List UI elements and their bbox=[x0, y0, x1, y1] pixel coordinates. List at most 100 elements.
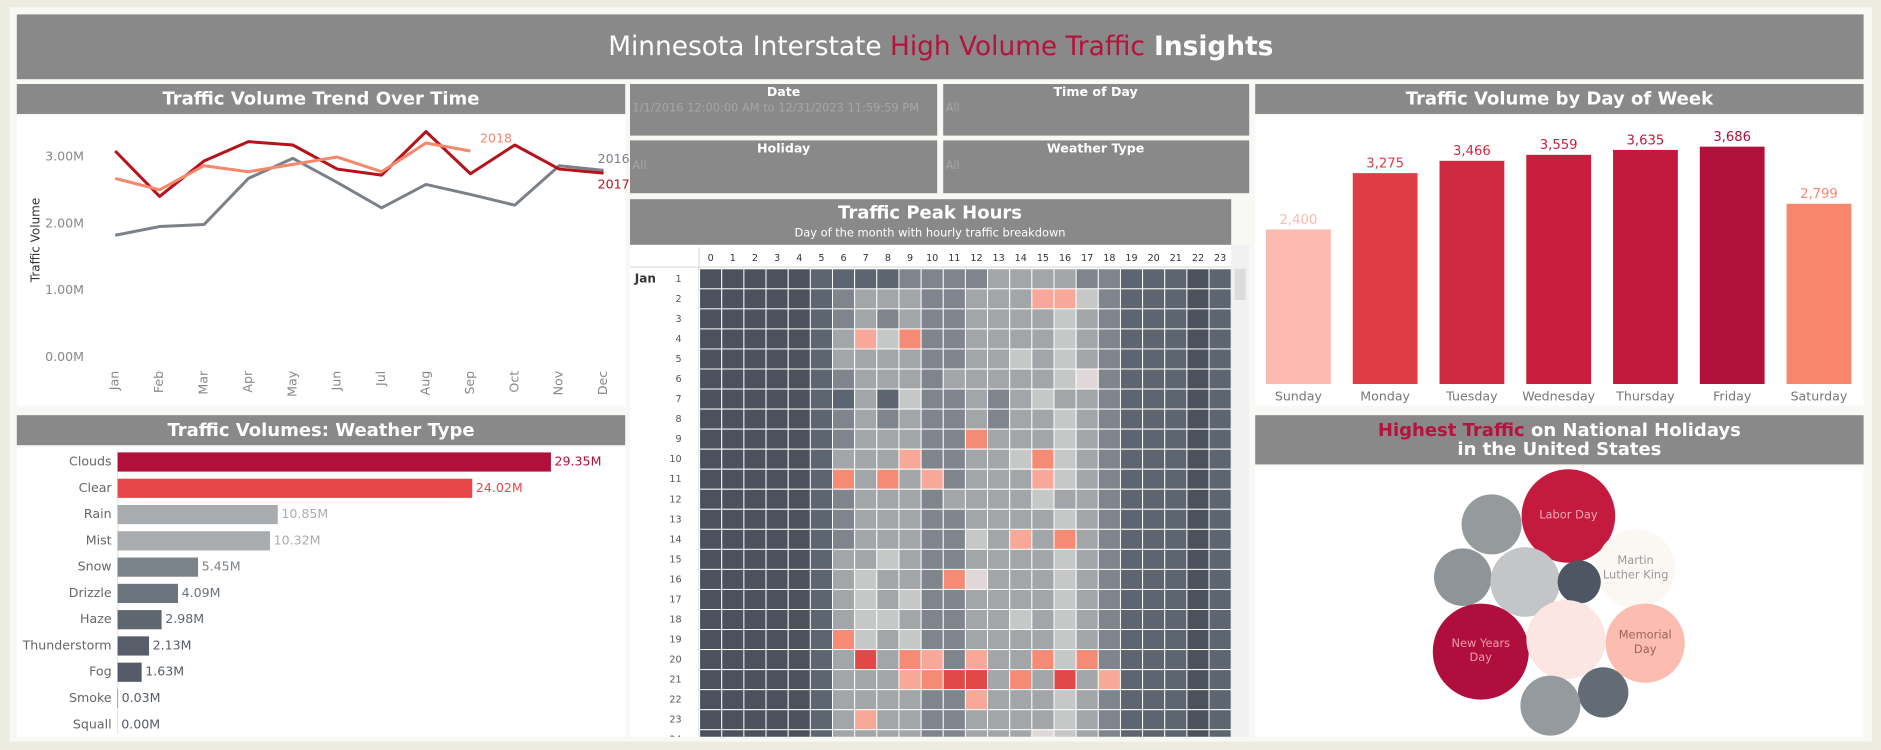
heat-cell bbox=[743, 588, 767, 610]
heat-cell bbox=[1119, 568, 1144, 590]
heat-cell bbox=[1142, 468, 1166, 490]
heat-cell bbox=[1009, 608, 1033, 630]
heat-cell bbox=[1053, 669, 1077, 691]
day-label: 19 bbox=[669, 635, 681, 646]
heat-cell bbox=[743, 288, 767, 310]
heat-cell bbox=[721, 328, 745, 350]
filter-box[interactable] bbox=[943, 140, 1250, 194]
heat-cell bbox=[1186, 528, 1210, 550]
heat-cell bbox=[809, 568, 833, 590]
filter-value[interactable]: All bbox=[946, 158, 960, 172]
heat-cell bbox=[942, 308, 966, 330]
heat-cell bbox=[765, 348, 789, 370]
x-tick-label: Thursday bbox=[1615, 389, 1675, 404]
value-label: 0.03M bbox=[122, 690, 161, 705]
heat-cell bbox=[987, 328, 1011, 350]
filter-value[interactable]: All bbox=[946, 101, 960, 115]
filter-box[interactable] bbox=[630, 140, 938, 194]
day-label: 21 bbox=[669, 675, 681, 686]
heat-cell bbox=[1164, 388, 1188, 410]
heat-cell bbox=[699, 368, 723, 390]
heat-cell bbox=[765, 368, 789, 390]
heat-cell bbox=[1164, 528, 1188, 550]
heat-cell bbox=[1053, 368, 1077, 390]
heat-cell bbox=[1142, 308, 1166, 330]
heat-cell bbox=[898, 729, 922, 737]
day-label: 14 bbox=[669, 534, 681, 545]
day-label: 9 bbox=[675, 434, 681, 445]
heat-cell bbox=[1142, 669, 1166, 691]
heat-cell bbox=[699, 468, 723, 490]
heat-cell bbox=[854, 629, 878, 651]
heat-cell bbox=[1053, 588, 1077, 610]
value-label: 29.35M bbox=[555, 454, 602, 469]
heat-cell bbox=[987, 388, 1011, 410]
title-part: Insights bbox=[1145, 30, 1274, 61]
heat-cell bbox=[1097, 308, 1121, 330]
heat-cell bbox=[721, 388, 745, 410]
heat-cell bbox=[942, 568, 966, 590]
heat-cell bbox=[1009, 649, 1033, 671]
filter-value[interactable]: 1/1/2016 12:00:00 AM to 12/31/2023 11:59… bbox=[632, 101, 919, 115]
title-part: Minnesota Interstate bbox=[608, 30, 890, 61]
heat-cell bbox=[1075, 308, 1099, 330]
heat-cell bbox=[1208, 448, 1232, 470]
heat-cell bbox=[898, 709, 922, 731]
heat-cell bbox=[743, 308, 767, 330]
heat-cell bbox=[809, 448, 833, 470]
heat-cell bbox=[964, 709, 989, 731]
day-label: 2 bbox=[675, 294, 681, 305]
filter-value[interactable]: All bbox=[632, 158, 646, 172]
heat-cell bbox=[1142, 448, 1166, 470]
heat-cell bbox=[1075, 448, 1099, 470]
heat-cell bbox=[787, 388, 811, 410]
heat-cell bbox=[1186, 568, 1210, 590]
heat-cell bbox=[898, 428, 922, 450]
day-label: 3 bbox=[675, 314, 681, 325]
bubble-label-box: Labor Day bbox=[1539, 509, 1597, 522]
heat-cell bbox=[721, 669, 745, 691]
heat-cell bbox=[1186, 689, 1210, 711]
panel-header bbox=[630, 199, 1232, 245]
heat-cell bbox=[964, 328, 989, 350]
heat-cell bbox=[876, 608, 900, 630]
heat-cell bbox=[832, 709, 856, 731]
heat-cell bbox=[1009, 488, 1033, 510]
heat-cell bbox=[1053, 548, 1077, 570]
scrollbar[interactable] bbox=[1231, 244, 1250, 737]
heat-cell bbox=[1164, 428, 1188, 450]
bar bbox=[117, 452, 551, 472]
filter-box[interactable] bbox=[943, 84, 1250, 136]
heat-cell bbox=[1031, 709, 1055, 731]
heat-cell bbox=[832, 508, 856, 530]
heat-cell bbox=[743, 448, 767, 470]
heat-cell bbox=[1164, 608, 1188, 630]
heat-cell bbox=[876, 268, 900, 290]
heat-cell bbox=[809, 528, 833, 550]
heat-cell bbox=[721, 428, 745, 450]
heat-cell bbox=[964, 308, 989, 330]
heat-cell bbox=[1053, 428, 1077, 450]
filter-box[interactable] bbox=[630, 84, 938, 136]
scrollbar-thumb[interactable] bbox=[1234, 268, 1246, 300]
heat-cell bbox=[964, 448, 989, 470]
heat-cell bbox=[1186, 308, 1210, 330]
heat-cell bbox=[809, 488, 833, 510]
heat-cell bbox=[1208, 689, 1232, 711]
bubble bbox=[1578, 667, 1629, 718]
heat-cell bbox=[1075, 709, 1099, 731]
heat-cell bbox=[743, 689, 767, 711]
heat-cell bbox=[1097, 388, 1121, 410]
heat-cell bbox=[1053, 608, 1077, 630]
heat-cell bbox=[1097, 328, 1121, 350]
heat-cell bbox=[809, 629, 833, 651]
heat-cell bbox=[920, 548, 944, 570]
x-tick-label: Wednesday bbox=[1522, 389, 1595, 404]
heat-cell bbox=[964, 568, 989, 590]
bubble-label: Martin Luther King bbox=[1602, 554, 1669, 582]
heat-cell bbox=[1097, 348, 1121, 370]
heat-cell bbox=[1031, 268, 1055, 290]
heat-cell bbox=[1075, 588, 1099, 610]
x-tick-label: Jul bbox=[373, 371, 388, 387]
heat-cell bbox=[721, 508, 745, 530]
